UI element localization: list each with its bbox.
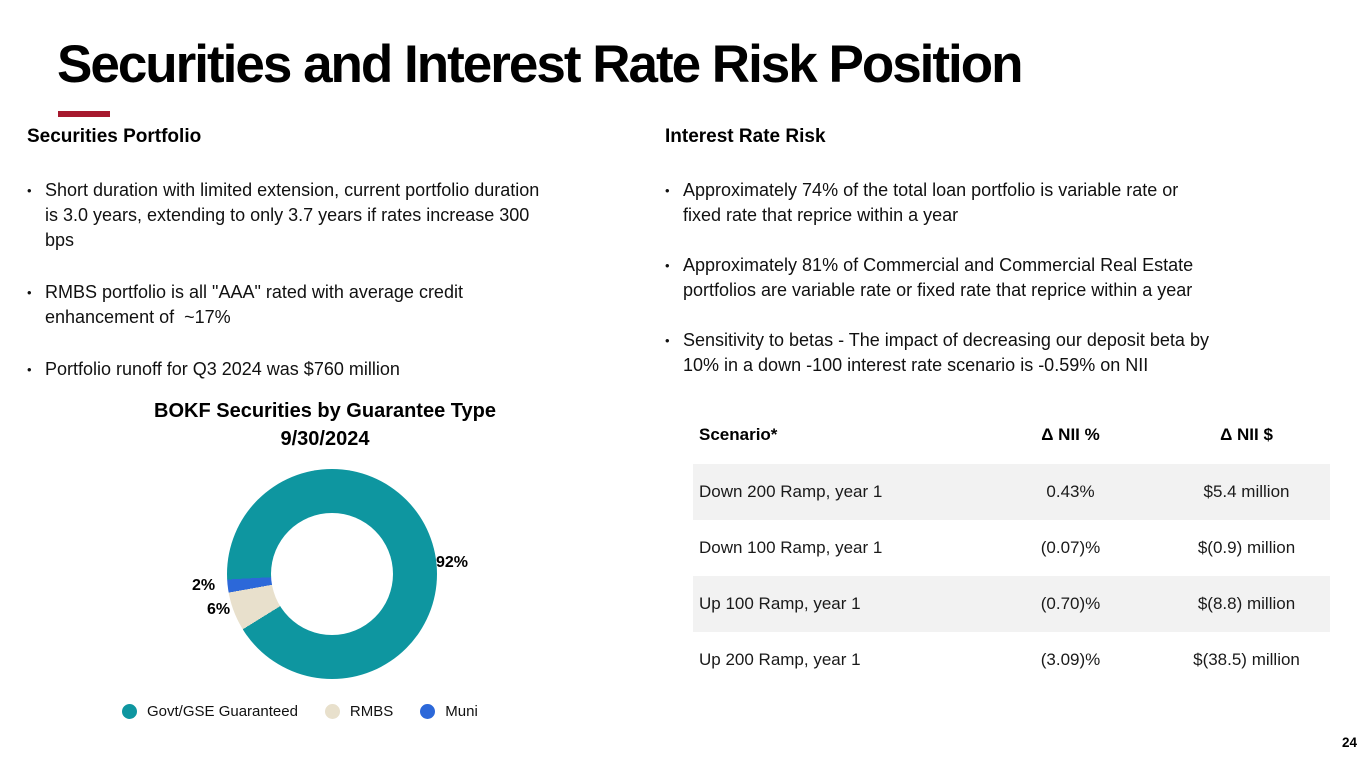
- legend-label: RMBS: [349, 703, 394, 720]
- pie-label-govt: 92%: [436, 554, 469, 571]
- title-accent-bar: [58, 111, 110, 117]
- bullet-text: Short duration with limited extension, c…: [45, 180, 540, 250]
- bullet-marker: •: [665, 333, 670, 348]
- cell-scenario: Down 100 Ramp, year 1: [699, 538, 883, 557]
- table-row: Down 100 Ramp, year 1 (0.07)% $(0.9) mil…: [693, 520, 1330, 576]
- chart-title: BOKF Securities by Guarantee Type 9/30/2…: [95, 397, 555, 453]
- cell-nii-dollar: $(38.5) million: [1193, 650, 1300, 669]
- col-header-nii-dollar: Δ NII $: [1220, 424, 1273, 444]
- cell-scenario: Down 200 Ramp, year 1: [699, 482, 883, 501]
- interest-rate-risk-bullets: • Approximately 74% of the total loan po…: [665, 178, 1313, 403]
- legend-label: Govt/GSE Guaranteed: [147, 703, 298, 720]
- bullet-item: • Approximately 74% of the total loan po…: [665, 178, 1313, 228]
- bullet-marker: •: [665, 183, 670, 198]
- bullet-item: • Portfolio runoff for Q3 2024 was $760 …: [27, 357, 661, 382]
- bullet-marker: •: [27, 183, 32, 198]
- bullet-item: • RMBS portfolio is all "AAA" rated with…: [27, 280, 661, 330]
- interest-rate-risk-heading: Interest Rate Risk: [665, 126, 826, 147]
- bullet-marker: •: [27, 362, 32, 377]
- chart-legend: Govt/GSE Guaranteed RMBS Muni: [122, 703, 478, 720]
- bullet-text: Approximately 74% of the total loan port…: [683, 180, 1179, 225]
- chart-title-line1: BOKF Securities by Guarantee Type: [154, 400, 496, 422]
- legend-dot-muni-icon: [420, 704, 436, 719]
- table-row: Up 100 Ramp, year 1 (0.70)% $(8.8) milli…: [693, 576, 1330, 632]
- bullet-item: • Short duration with limited extension,…: [27, 178, 661, 253]
- securities-portfolio-heading: Securities Portfolio: [27, 126, 202, 147]
- cell-scenario: Up 200 Ramp, year 1: [699, 650, 861, 669]
- table-row: Up 200 Ramp, year 1 (3.09)% $(38.5) mill…: [693, 632, 1330, 688]
- chart-title-line2: 9/30/2024: [280, 428, 370, 450]
- cell-nii-pct: 0.43%: [1046, 482, 1095, 501]
- page-title: Securities and Interest Rate Risk Positi…: [57, 35, 1024, 94]
- legend-item-govt: Govt/GSE Guaranteed: [122, 703, 298, 720]
- cell-nii-pct: (0.07)%: [1040, 538, 1101, 557]
- donut-chart: [227, 469, 437, 679]
- bullet-item: • Sensitivity to betas - The impact of d…: [665, 328, 1313, 378]
- cell-nii-pct: (3.09)%: [1040, 650, 1101, 669]
- pie-label-muni: 2%: [192, 577, 216, 594]
- cell-nii-dollar: $5.4 million: [1203, 482, 1290, 501]
- pie-label-rmbs: 6%: [207, 601, 231, 618]
- donut-hole: [271, 513, 393, 635]
- bullet-marker: •: [665, 258, 670, 273]
- legend-item-rmbs: RMBS: [324, 703, 394, 720]
- cell-nii-dollar: $(0.9) million: [1197, 538, 1296, 557]
- bullet-marker: •: [27, 285, 32, 300]
- page-number: 24: [1341, 735, 1357, 750]
- table-row: Down 200 Ramp, year 1 0.43% $5.4 million: [693, 464, 1330, 520]
- legend-dot-rmbs-icon: [324, 704, 340, 719]
- bullet-text: Sensitivity to betas - The impact of dec…: [683, 330, 1209, 375]
- col-header-scenario: Scenario*: [699, 424, 778, 444]
- bullet-text: Portfolio runoff for Q3 2024 was $760 mi…: [45, 359, 400, 379]
- col-header-nii-pct: Δ NII %: [1041, 424, 1100, 444]
- bullet-item: • Approximately 81% of Commercial and Co…: [665, 253, 1313, 303]
- cell-nii-pct: (0.70)%: [1040, 594, 1101, 613]
- cell-scenario: Up 100 Ramp, year 1: [699, 594, 861, 613]
- bullet-text: RMBS portfolio is all "AAA" rated with a…: [45, 282, 463, 327]
- cell-nii-dollar: $(8.8) million: [1197, 594, 1296, 613]
- table-header-row: Scenario* Δ NII % Δ NII $: [693, 405, 1330, 464]
- nii-sensitivity-table: Scenario* Δ NII % Δ NII $ Down 200 Ramp,…: [693, 405, 1330, 688]
- securities-portfolio-bullets: • Short duration with limited extension,…: [27, 178, 661, 409]
- legend-item-muni: Muni: [420, 703, 478, 720]
- bullet-text: Approximately 81% of Commercial and Comm…: [683, 255, 1194, 300]
- legend-dot-govt-icon: [122, 704, 137, 719]
- legend-label: Muni: [445, 703, 478, 720]
